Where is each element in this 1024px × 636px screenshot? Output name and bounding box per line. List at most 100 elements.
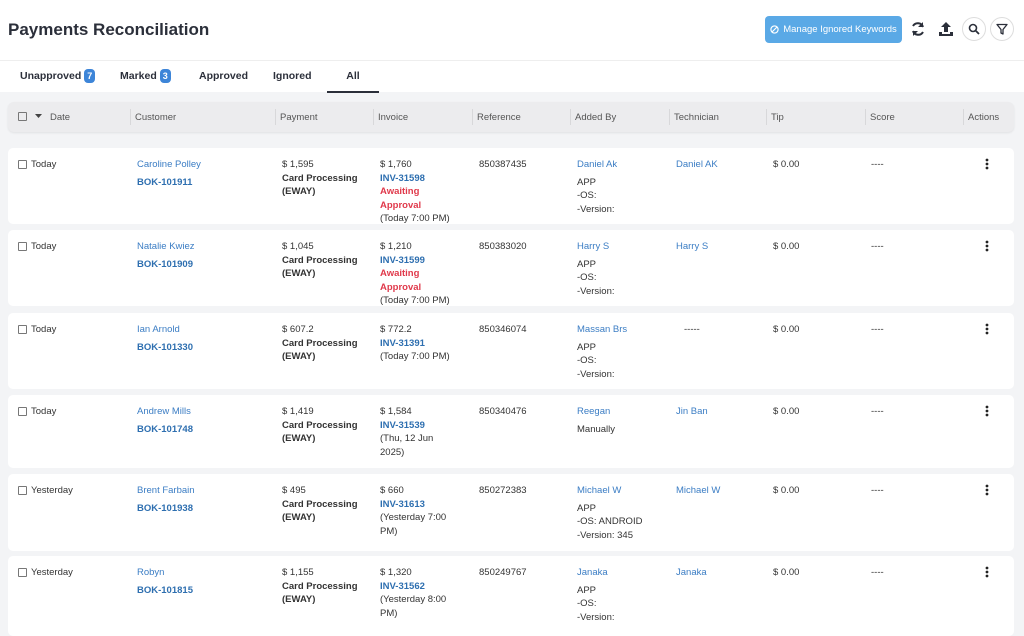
column-header: Reference: [477, 111, 521, 123]
date: Today: [31, 324, 57, 335]
tab[interactable]: Marked 3: [120, 61, 175, 91]
payment-method: Card Processing: [282, 419, 358, 431]
invoice-number[interactable]: INV-31613: [380, 498, 425, 510]
refresh-button[interactable]: [906, 17, 930, 41]
payment-method: Card Processing: [282, 254, 358, 266]
search-icon: [968, 23, 980, 35]
payment-cell: $ 1,419 Card Processing (EWAY): [282, 405, 358, 446]
date: Today: [31, 159, 57, 170]
tab-label: Approved: [199, 70, 249, 82]
booking-id[interactable]: BOK-101938: [137, 502, 193, 514]
invoice-cell: $ 1,760 INV-31598 Awaiting Approval (Today …: [380, 158, 460, 226]
payment-amount: $ 495: [282, 485, 306, 496]
invoice-amount: $ 1,760: [380, 159, 412, 170]
reference: 850272383: [479, 485, 527, 496]
row-actions[interactable]: [985, 484, 989, 499]
booking-id[interactable]: BOK-101815: [137, 584, 193, 596]
customer-name[interactable]: Brent Farbain: [137, 485, 195, 496]
filter-button[interactable]: [990, 17, 1014, 41]
column-separator: [472, 109, 473, 125]
payment-cell: $ 607.2 Card Processing (EWAY): [282, 323, 358, 364]
source-line: -Version:: [577, 285, 615, 297]
invoice-number[interactable]: INV-31599: [380, 254, 425, 266]
column-header: Tip: [771, 111, 784, 123]
invoice-number[interactable]: INV-31598: [380, 172, 425, 184]
added-by[interactable]: Janaka: [577, 567, 608, 578]
invoice-amount: $ 1,210: [380, 241, 412, 252]
kebab-icon: [985, 158, 989, 170]
booking-id[interactable]: BOK-101909: [137, 258, 193, 270]
booking-id[interactable]: BOK-101748: [137, 423, 193, 435]
customer-name[interactable]: Caroline Polley: [137, 159, 201, 170]
customer-name[interactable]: Robyn: [137, 567, 165, 578]
invoice-number[interactable]: INV-31539: [380, 419, 425, 431]
tab[interactable]: Approved: [199, 61, 254, 91]
column-separator: [669, 109, 670, 125]
invoice-time: (Today 7:00 PM): [380, 351, 450, 362]
added-by-cell: Janaka APP -OS: -Version:: [577, 566, 615, 624]
technician[interactable]: Daniel AK: [676, 159, 718, 170]
technician[interactable]: Michael W: [676, 485, 721, 496]
tab-count: 3: [159, 69, 171, 83]
row-actions[interactable]: [985, 566, 989, 581]
row-checkbox[interactable]: [18, 568, 27, 577]
source-line: APP: [577, 176, 597, 188]
row-actions[interactable]: [985, 323, 989, 338]
invoice-number[interactable]: INV-31391: [380, 337, 425, 349]
tab[interactable]: Unapproved 7: [20, 61, 96, 91]
invoice-cell: $ 1,320 INV-31562 (Yesterday 8:00 PM): [380, 566, 460, 620]
row-actions[interactable]: [985, 405, 989, 420]
button-label: Manage Ignored Keywords: [783, 24, 897, 35]
added-by[interactable]: Daniel Ak: [577, 159, 618, 170]
payment-method: (EWAY): [282, 268, 316, 279]
row-checkbox[interactable]: [18, 325, 27, 334]
invoice-status: Awaiting Approval: [380, 186, 422, 211]
booking-id[interactable]: BOK-101911: [137, 176, 193, 188]
booking-id[interactable]: BOK-101330: [137, 341, 193, 353]
table-header: Date Customer Payment Invoice Reference Added…: [8, 102, 1014, 132]
invoice-cell: $ 1,210 INV-31599 Awaiting Approval (Today …: [380, 240, 460, 308]
invoice-time: (Today 7:00 PM): [380, 213, 450, 224]
customer-cell: Ian Arnold BOK-101330: [137, 323, 193, 354]
tab[interactable]: Ignored: [273, 61, 318, 91]
row-checkbox[interactable]: [18, 407, 27, 416]
invoice-number[interactable]: INV-31562: [380, 580, 425, 592]
payment-cell: $ 1,155 Card Processing (EWAY): [282, 566, 358, 607]
row-checkbox[interactable]: [18, 242, 27, 251]
source-line: APP: [577, 584, 597, 596]
row-actions[interactable]: [985, 158, 989, 173]
table-row: Today Ian Arnold BOK-101330 $ 607.2 Card Pro…: [8, 313, 1014, 389]
column-header: Actions: [968, 111, 1000, 123]
row-checkbox[interactable]: [18, 486, 27, 495]
row-actions[interactable]: [985, 240, 989, 255]
select-all-checkbox[interactable]: [18, 112, 27, 121]
row-checkbox[interactable]: [18, 160, 27, 169]
technician[interactable]: Janaka: [676, 567, 707, 578]
added-by[interactable]: Reegan: [577, 406, 611, 417]
customer-cell: Caroline Polley BOK-101911: [137, 158, 201, 189]
technician[interactable]: Harry S: [676, 241, 709, 252]
source-line: -Version:: [577, 203, 615, 215]
upload-button[interactable]: [934, 17, 958, 41]
score: ----: [871, 567, 884, 578]
date: Today: [31, 406, 57, 417]
customer-name[interactable]: Ian Arnold: [137, 324, 180, 335]
technician[interactable]: Jin Ban: [676, 406, 708, 417]
added-by[interactable]: Harry S: [577, 241, 610, 252]
added-by[interactable]: Michael W: [577, 485, 622, 496]
column-separator: [963, 109, 964, 125]
score: ----: [871, 324, 884, 335]
customer-name[interactable]: Andrew Mills: [137, 406, 191, 417]
invoice-amount: $ 1,584: [380, 406, 412, 417]
source-line: APP: [577, 502, 597, 514]
source-line: APP: [577, 341, 597, 353]
tab[interactable]: All: [327, 61, 379, 93]
customer-name[interactable]: Natalie Kwiez: [137, 241, 195, 252]
source-line: -OS:: [577, 190, 597, 201]
added-by[interactable]: Massan Brs: [577, 324, 628, 335]
source-line: -OS:: [577, 355, 597, 366]
tip: $ 0.00: [773, 159, 800, 170]
kebab-icon: [985, 484, 989, 496]
manage-keywords-button[interactable]: Manage Ignored Keywords: [765, 16, 902, 43]
search-button[interactable]: [962, 17, 986, 41]
